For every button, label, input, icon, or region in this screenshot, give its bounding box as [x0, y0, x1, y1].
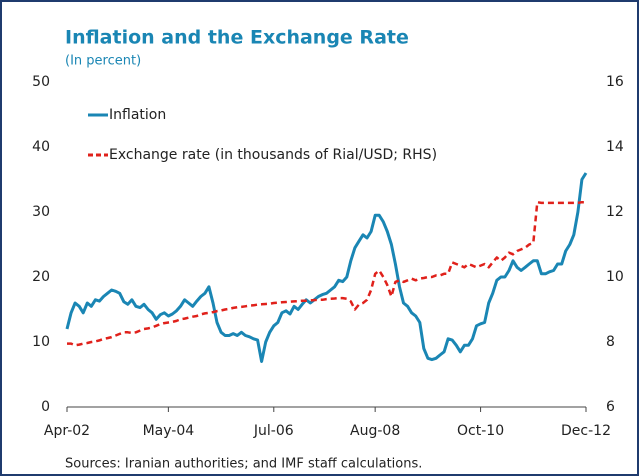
x-tick-label: Jul-06 — [253, 423, 294, 439]
source-note: Sources: Iranian authorities; and IMF st… — [65, 457, 422, 472]
y-tick-label: 40 — [32, 139, 50, 155]
x-tick-label: Apr-02 — [44, 423, 90, 439]
y2-tick-label: 14 — [606, 139, 624, 155]
legend-label: Exchange rate (in thousands of Rial/USD;… — [109, 147, 437, 163]
x-tick-label: Aug-08 — [350, 423, 400, 439]
series-line — [67, 200, 586, 347]
x-tick-label: Dec-12 — [561, 423, 611, 439]
y-tick-label: 30 — [32, 204, 50, 220]
y-tick-label: 20 — [32, 269, 50, 285]
x-tick-label: Oct-10 — [457, 423, 504, 439]
y2-tick-label: 8 — [606, 334, 615, 350]
y-tick-label: 0 — [41, 399, 50, 415]
chart-subtitle: (In percent) — [65, 54, 141, 69]
y-tick-label: 50 — [32, 74, 50, 90]
y2-tick-label: 10 — [606, 269, 624, 285]
chart-title: Inflation and the Exchange Rate — [65, 27, 409, 49]
y-tick-label: 10 — [32, 334, 50, 350]
y2-tick-label: 6 — [606, 399, 615, 415]
legend-label: Inflation — [109, 107, 166, 123]
x-tick-label: May-04 — [143, 423, 195, 439]
series-line — [65, 172, 588, 363]
y2-tick-label: 12 — [606, 204, 624, 220]
y2-tick-label: 16 — [606, 74, 624, 90]
